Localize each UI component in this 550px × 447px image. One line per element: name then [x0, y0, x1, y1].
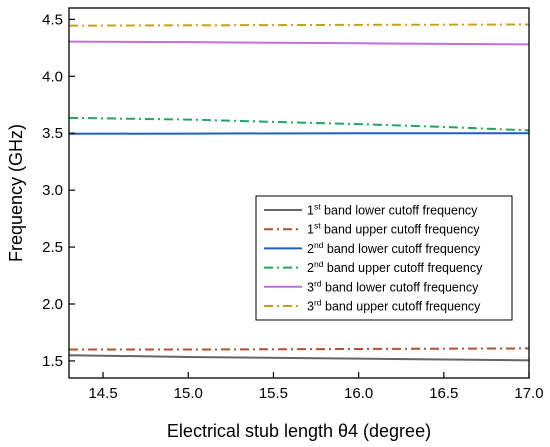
y-tick-label: 2.0 — [42, 296, 63, 313]
y-axis-ticks: 1.5 2.0 2.5 3.0 3.5 4.0 4.5 — [42, 11, 75, 370]
series-line-2 — [69, 347, 530, 351]
x-tick-label: 16.0 — [344, 385, 373, 402]
legend-label-5: 3rd band lower cutoff frequency — [307, 278, 479, 294]
legend-label-2: 1st band upper cutoff frequency — [307, 221, 480, 237]
legend-label-3: 2nd band lower cutoff frequency — [307, 240, 481, 256]
y-tick-label: 1.5 — [42, 353, 63, 370]
y-axis-title: Frequency (GHz) — [6, 124, 26, 262]
y-tick-label: 4.0 — [42, 68, 63, 85]
series-line-5 — [68, 40, 530, 46]
plot-frame — [68, 7, 530, 379]
legend-label-6: 3rd band upper cutoff frequency — [307, 298, 481, 314]
legend-items: 1st band lower cutoff frequency 1st band … — [264, 202, 483, 314]
x-tick-label: 15.0 — [174, 385, 203, 402]
series-line-3 — [68, 132, 529, 135]
series-line-1 — [68, 354, 530, 362]
legend-label-1: 1st band lower cutoff frequency — [307, 202, 478, 218]
series-line-6 — [68, 23, 530, 27]
legend-box — [255, 195, 513, 321]
y-tick-label: 4.5 — [42, 11, 63, 28]
legend-label-4: 2nd band upper cutoff frequency — [307, 259, 483, 275]
x-tick-label: 15.5 — [259, 385, 288, 402]
x-axis-ticks: 14.5 15.0 15.5 16.0 16.5 17.0 — [88, 372, 544, 402]
series-layer — [68, 23, 530, 362]
y-tick-label: 2.5 — [42, 239, 63, 256]
x-axis-title: Electrical stub length θ4 (degree) — [167, 421, 431, 441]
x-tick-label: 16.5 — [429, 385, 458, 402]
y-tick-label: 3.5 — [42, 125, 63, 142]
x-tick-label: 14.5 — [88, 385, 117, 402]
series-line-4 — [68, 116, 530, 132]
x-tick-label: 17.0 — [514, 385, 543, 402]
legend: 1st band lower cutoff frequency 1st band … — [255, 195, 513, 321]
y-tick-label: 3.0 — [42, 182, 63, 199]
